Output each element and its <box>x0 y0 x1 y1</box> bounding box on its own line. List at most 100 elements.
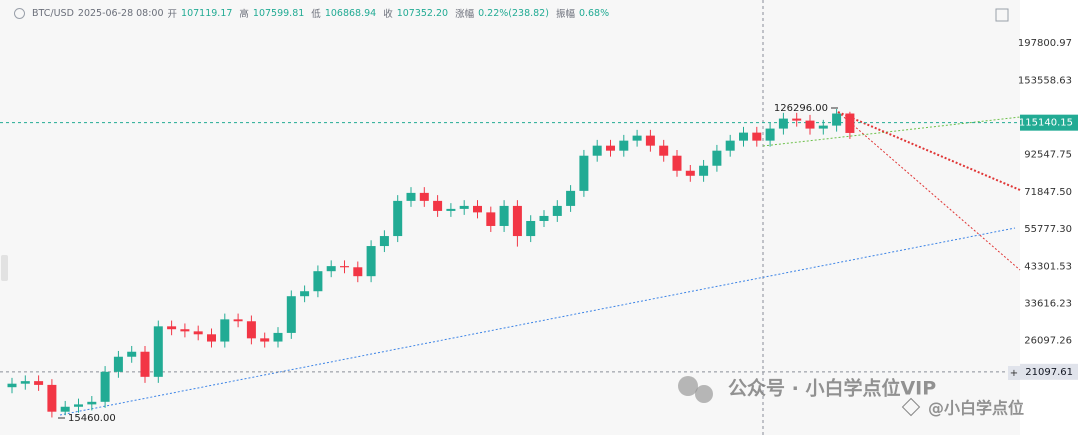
candle-body <box>699 165 709 176</box>
last-price-box <box>1020 114 1078 131</box>
candle-body <box>818 125 828 129</box>
field-label: 开 <box>167 9 178 20</box>
candle-body <box>127 351 137 357</box>
candle-body <box>566 190 576 206</box>
high-annotation: 126296.00 <box>774 103 828 114</box>
candle-body <box>539 215 549 221</box>
candle-body <box>632 135 642 141</box>
candle-body <box>805 120 815 129</box>
candle-body <box>619 140 629 151</box>
y-tick-label: 92547.75 <box>1024 150 1072 161</box>
candle-body <box>353 267 363 277</box>
candle-body <box>74 404 83 407</box>
candle-body <box>459 205 469 209</box>
candle-body <box>246 321 256 339</box>
symbol: BTC/USD <box>32 7 74 19</box>
candle-body <box>739 132 748 141</box>
field-value: 0.22%(238.82) <box>478 7 549 19</box>
candle-body <box>778 118 788 129</box>
side-tab[interactable] <box>1 255 8 281</box>
candle-body <box>659 145 669 156</box>
field-value: 107119.17 <box>181 7 233 19</box>
low-annotation: 15460.00 <box>68 413 116 424</box>
candle-body <box>34 381 44 385</box>
field-label: 振幅 <box>555 9 575 20</box>
candle-body <box>167 326 177 330</box>
trend-line <box>837 111 1021 191</box>
y-tick-label: 71847.50 <box>1024 187 1072 198</box>
field-label: 收 <box>383 9 393 20</box>
candle-body <box>499 205 509 226</box>
trend-line <box>762 116 1021 147</box>
candle-body <box>393 200 403 237</box>
candle-body <box>273 332 283 342</box>
candle-body <box>87 401 97 405</box>
candle-body <box>193 331 203 335</box>
candle-body <box>180 329 190 332</box>
candle-body <box>47 384 57 412</box>
y-tick-label: 197800.97 <box>1018 38 1072 49</box>
candle-body <box>592 145 602 156</box>
candle-body <box>207 334 216 342</box>
field-label: 低 <box>311 9 321 20</box>
field-value: 0.68% <box>578 7 610 19</box>
symbol-icon <box>14 7 25 19</box>
candle-body <box>512 205 522 237</box>
candle-body <box>832 113 842 126</box>
candle-body <box>606 145 615 151</box>
candle-body <box>792 118 802 121</box>
candle-body <box>752 132 762 141</box>
candle-body <box>140 351 150 377</box>
trend-line <box>837 111 1021 271</box>
candle-body <box>20 381 30 384</box>
candle-body <box>220 319 230 342</box>
candle-body <box>100 371 110 402</box>
candle-body <box>433 200 443 211</box>
candle-body <box>7 383 17 388</box>
candle-body <box>486 212 496 226</box>
candle-body <box>60 406 70 412</box>
candle-body <box>473 205 482 213</box>
candle-body <box>579 155 589 191</box>
candle-body <box>153 326 163 377</box>
last-price-label: 115140.15 <box>1019 118 1073 129</box>
field-label: 高 <box>239 9 249 20</box>
plot-area <box>0 0 1020 435</box>
candle-body <box>419 192 429 201</box>
candle-body <box>845 113 855 133</box>
y-tick-label: 153558.63 <box>1018 75 1072 86</box>
fullscreen-button[interactable] <box>995 8 1009 22</box>
wechat-icon <box>695 385 713 403</box>
candle-body <box>712 150 722 166</box>
candle-body <box>260 338 270 342</box>
candle-body <box>113 356 123 372</box>
candle-body <box>672 155 682 171</box>
y-tick-label: 55777.30 <box>1024 224 1072 235</box>
field-value: 107352.20 <box>396 7 449 19</box>
candle-body <box>765 128 775 141</box>
field-label: 涨幅 <box>455 9 475 20</box>
candle-body <box>526 220 536 237</box>
field-value: 106868.94 <box>324 7 377 19</box>
crosshair-price-label: 21097.61 <box>1025 367 1073 378</box>
candle-body <box>446 208 456 211</box>
crosshair-add-button[interactable] <box>1008 366 1020 380</box>
candle-body <box>326 266 336 272</box>
candle-body <box>645 135 655 146</box>
candle-body <box>406 192 416 201</box>
y-tick-label: 33616.23 <box>1024 298 1072 309</box>
candle-body <box>286 296 296 333</box>
candle-body <box>233 319 243 322</box>
candle-body <box>725 140 735 151</box>
y-tick-label: 26097.26 <box>1024 336 1072 347</box>
watermark-icon <box>901 397 921 417</box>
wechat-icon <box>678 376 698 396</box>
candle-body <box>340 266 349 268</box>
candle-body <box>379 236 389 247</box>
watermark-handle: @小白学点位 <box>928 399 1024 418</box>
time: 2025-06-28 08:00 <box>77 7 164 19</box>
price-axis <box>1020 0 1080 435</box>
field-value: 107599.81 <box>252 7 305 19</box>
